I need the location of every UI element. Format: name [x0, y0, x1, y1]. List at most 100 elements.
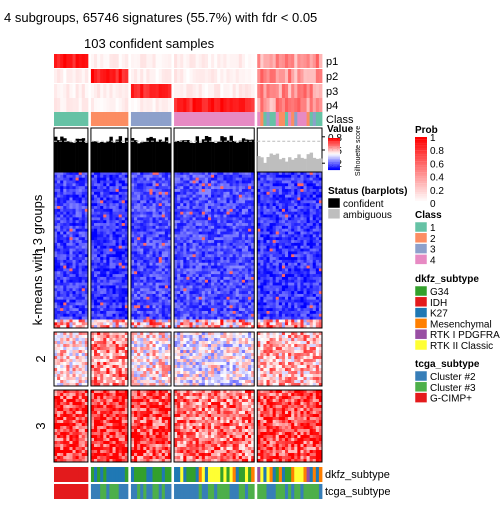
prob-cell [208, 54, 211, 68]
heatmap-cell [226, 215, 229, 218]
heatmap-cell [248, 257, 251, 260]
heatmap-cell [297, 229, 300, 232]
heatmap-cell [196, 317, 199, 320]
heatmap-cell [263, 288, 266, 291]
heatmap-cell [94, 234, 97, 237]
prob-cell [263, 69, 266, 83]
heatmap-cell [54, 217, 57, 220]
heatmap-cell [69, 240, 72, 243]
heatmap-cell [223, 217, 226, 220]
heatmap-cell [94, 240, 97, 243]
heatmap-cell [257, 251, 260, 254]
heatmap-cell [217, 305, 220, 308]
heatmap-cell [205, 254, 208, 257]
heatmap-cell [189, 198, 192, 201]
heatmap-cell [307, 285, 310, 288]
heatmap-cell [183, 217, 186, 220]
heatmap-cell [270, 243, 273, 246]
heatmap-cell [273, 314, 276, 317]
heatmap-cell [211, 291, 214, 294]
heatmap-cell [310, 308, 313, 311]
heatmap-cell [196, 254, 199, 257]
heatmap-cell [297, 175, 300, 178]
heatmap-cell [162, 243, 165, 246]
heatmap-cell [79, 271, 82, 274]
prob-cell [113, 98, 116, 112]
heatmap-cell [205, 203, 208, 206]
heatmap-cell [236, 181, 239, 184]
heatmap-cell [113, 215, 116, 218]
heatmap-cell [177, 251, 180, 254]
heatmap-cell [263, 314, 266, 317]
heatmap-cell [165, 195, 168, 198]
heatmap-cell [211, 215, 214, 218]
heatmap-cell [313, 181, 316, 184]
heatmap-cell [307, 263, 310, 266]
heatmap-cell [174, 311, 177, 314]
heatmap-cell [113, 189, 116, 192]
heatmap-cell [156, 266, 159, 269]
heatmap-cell [214, 186, 217, 189]
heatmap-cell [91, 181, 94, 184]
heatmap-cell [76, 249, 79, 252]
prob-cell [156, 69, 159, 83]
heatmap-cell [134, 291, 137, 294]
heatmap-cell [106, 181, 109, 184]
heatmap-cell [140, 291, 143, 294]
heatmap-cell [180, 200, 183, 203]
heatmap-cell [313, 277, 316, 280]
heatmap-cell [230, 254, 233, 257]
heatmap-cell [60, 209, 63, 212]
heatmap-cell [263, 226, 266, 229]
prob-cell [54, 98, 57, 112]
heatmap-cell [57, 237, 60, 240]
barplot-bar [125, 138, 128, 172]
heatmap-cell [226, 305, 229, 308]
heatmap-cell [193, 229, 196, 232]
heatmap-cell [285, 192, 288, 195]
heatmap-cell [165, 217, 168, 220]
heatmap-cell [248, 305, 251, 308]
heatmap-cell [276, 243, 279, 246]
heatmap-cell [223, 203, 226, 206]
heatmap-cell [303, 220, 306, 223]
heatmap-cell [79, 223, 82, 226]
heatmap-cell [116, 243, 119, 246]
heatmap-cell [94, 314, 97, 317]
heatmap-cell [310, 226, 313, 229]
heatmap-cell [63, 254, 66, 257]
heatmap-cell [109, 178, 112, 181]
heatmap-cell [119, 232, 122, 235]
heatmap-cell [214, 291, 217, 294]
heatmap-cell [242, 308, 245, 311]
heatmap-cell [131, 240, 134, 243]
heatmap-cell [223, 198, 226, 201]
heatmap-cell [233, 266, 236, 269]
heatmap-cell [103, 268, 106, 271]
heatmap-cell [288, 206, 291, 209]
heatmap-cell [79, 314, 82, 317]
heatmap-cell [162, 300, 165, 303]
heatmap-cell [223, 243, 226, 246]
prob-cell [270, 69, 273, 83]
heatmap-cell [106, 314, 109, 317]
heatmap-cell [196, 240, 199, 243]
heatmap-cell [103, 254, 106, 257]
prob-cell [196, 98, 199, 112]
heatmap-cell [297, 234, 300, 237]
heatmap-cell [307, 271, 310, 274]
heatmap-cell [60, 220, 63, 223]
heatmap-cell [63, 192, 66, 195]
heatmap-cell [223, 311, 226, 314]
heatmap-cell [109, 181, 112, 184]
heatmap-cell [137, 232, 140, 235]
heatmap-cell [63, 234, 66, 237]
barplot-bar [236, 143, 239, 172]
barplot-bar [134, 140, 137, 172]
heatmap-cell [273, 283, 276, 286]
heatmap-cell [97, 212, 100, 215]
heatmap-cell [276, 217, 279, 220]
heatmap-cell [140, 232, 143, 235]
prob-cell [66, 98, 69, 112]
heatmap-cell [193, 243, 196, 246]
